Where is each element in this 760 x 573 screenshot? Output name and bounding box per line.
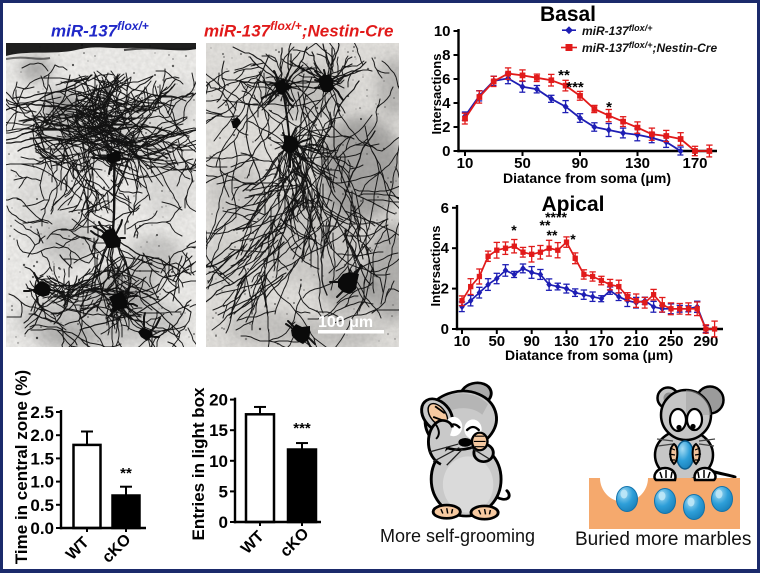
svg-text:10: 10 — [209, 452, 228, 471]
svg-text:miR-137flox/+;Nestin-Cre: miR-137flox/+;Nestin-Cre — [582, 40, 717, 55]
svg-text:170: 170 — [682, 155, 707, 172]
svg-text:****: **** — [545, 209, 567, 225]
svg-text:***: *** — [566, 79, 584, 96]
svg-text:20: 20 — [209, 391, 228, 410]
svg-text:Entries in light box: Entries in light box — [189, 387, 208, 541]
svg-text:1.5: 1.5 — [30, 449, 54, 468]
svg-text:50: 50 — [488, 333, 505, 350]
svg-text:Diatance from soma (μm): Diatance from soma (μm) — [505, 347, 673, 363]
svg-text:2: 2 — [441, 281, 449, 298]
svg-text:10: 10 — [457, 155, 474, 172]
svg-text:50: 50 — [514, 155, 531, 172]
svg-text:0.0: 0.0 — [30, 519, 54, 538]
svg-text:90: 90 — [572, 155, 589, 172]
svg-text:0: 0 — [442, 143, 450, 160]
svg-text:*: * — [570, 231, 576, 247]
svg-text:100 μm: 100 μm — [318, 314, 373, 331]
svg-text:**: ** — [558, 67, 570, 84]
svg-text:Intersactions: Intersactions — [429, 54, 444, 135]
svg-text:cKO: cKO — [99, 531, 134, 566]
svg-text:8: 8 — [442, 47, 450, 64]
svg-text:0.5: 0.5 — [30, 496, 54, 515]
svg-text:cKO: cKO — [277, 525, 312, 560]
svg-text:130: 130 — [625, 155, 650, 172]
svg-text:**: ** — [547, 227, 558, 243]
svg-text:***: *** — [293, 420, 311, 437]
svg-text:130: 130 — [554, 333, 579, 350]
svg-text:Basal: Basal — [540, 3, 596, 26]
svg-text:4: 4 — [442, 95, 451, 112]
svg-text:WT: WT — [63, 534, 93, 564]
svg-text:4: 4 — [441, 240, 450, 257]
svg-text:5: 5 — [219, 482, 228, 501]
svg-text:2.5: 2.5 — [30, 403, 54, 422]
svg-text:2: 2 — [442, 119, 450, 136]
svg-text:0: 0 — [219, 513, 228, 532]
svg-text:0: 0 — [441, 321, 449, 338]
svg-text:15: 15 — [209, 421, 228, 440]
svg-text:**: ** — [540, 217, 551, 233]
svg-text:210: 210 — [624, 333, 649, 350]
svg-text:miR-137flox/+: miR-137flox/+ — [582, 23, 653, 38]
svg-text:250: 250 — [658, 333, 683, 350]
svg-text:Apical: Apical — [541, 193, 604, 216]
svg-text:*: * — [606, 99, 612, 116]
svg-text:6: 6 — [442, 71, 450, 88]
svg-text:2.0: 2.0 — [30, 426, 54, 445]
svg-text:1.0: 1.0 — [30, 473, 54, 492]
svg-text:10: 10 — [454, 333, 471, 350]
svg-text:Time in central zone (%): Time in central zone (%) — [12, 370, 31, 564]
svg-text:WT: WT — [238, 528, 268, 558]
svg-text:6: 6 — [441, 200, 449, 217]
svg-text:**: ** — [120, 465, 132, 482]
svg-text:10: 10 — [434, 23, 451, 40]
svg-text:90: 90 — [523, 333, 540, 350]
svg-text:Intersactions: Intersactions — [429, 226, 443, 307]
svg-text:*: * — [511, 222, 517, 238]
svg-text:Diatance from soma (μm): Diatance from soma (μm) — [503, 170, 671, 186]
svg-text:170: 170 — [589, 333, 614, 350]
